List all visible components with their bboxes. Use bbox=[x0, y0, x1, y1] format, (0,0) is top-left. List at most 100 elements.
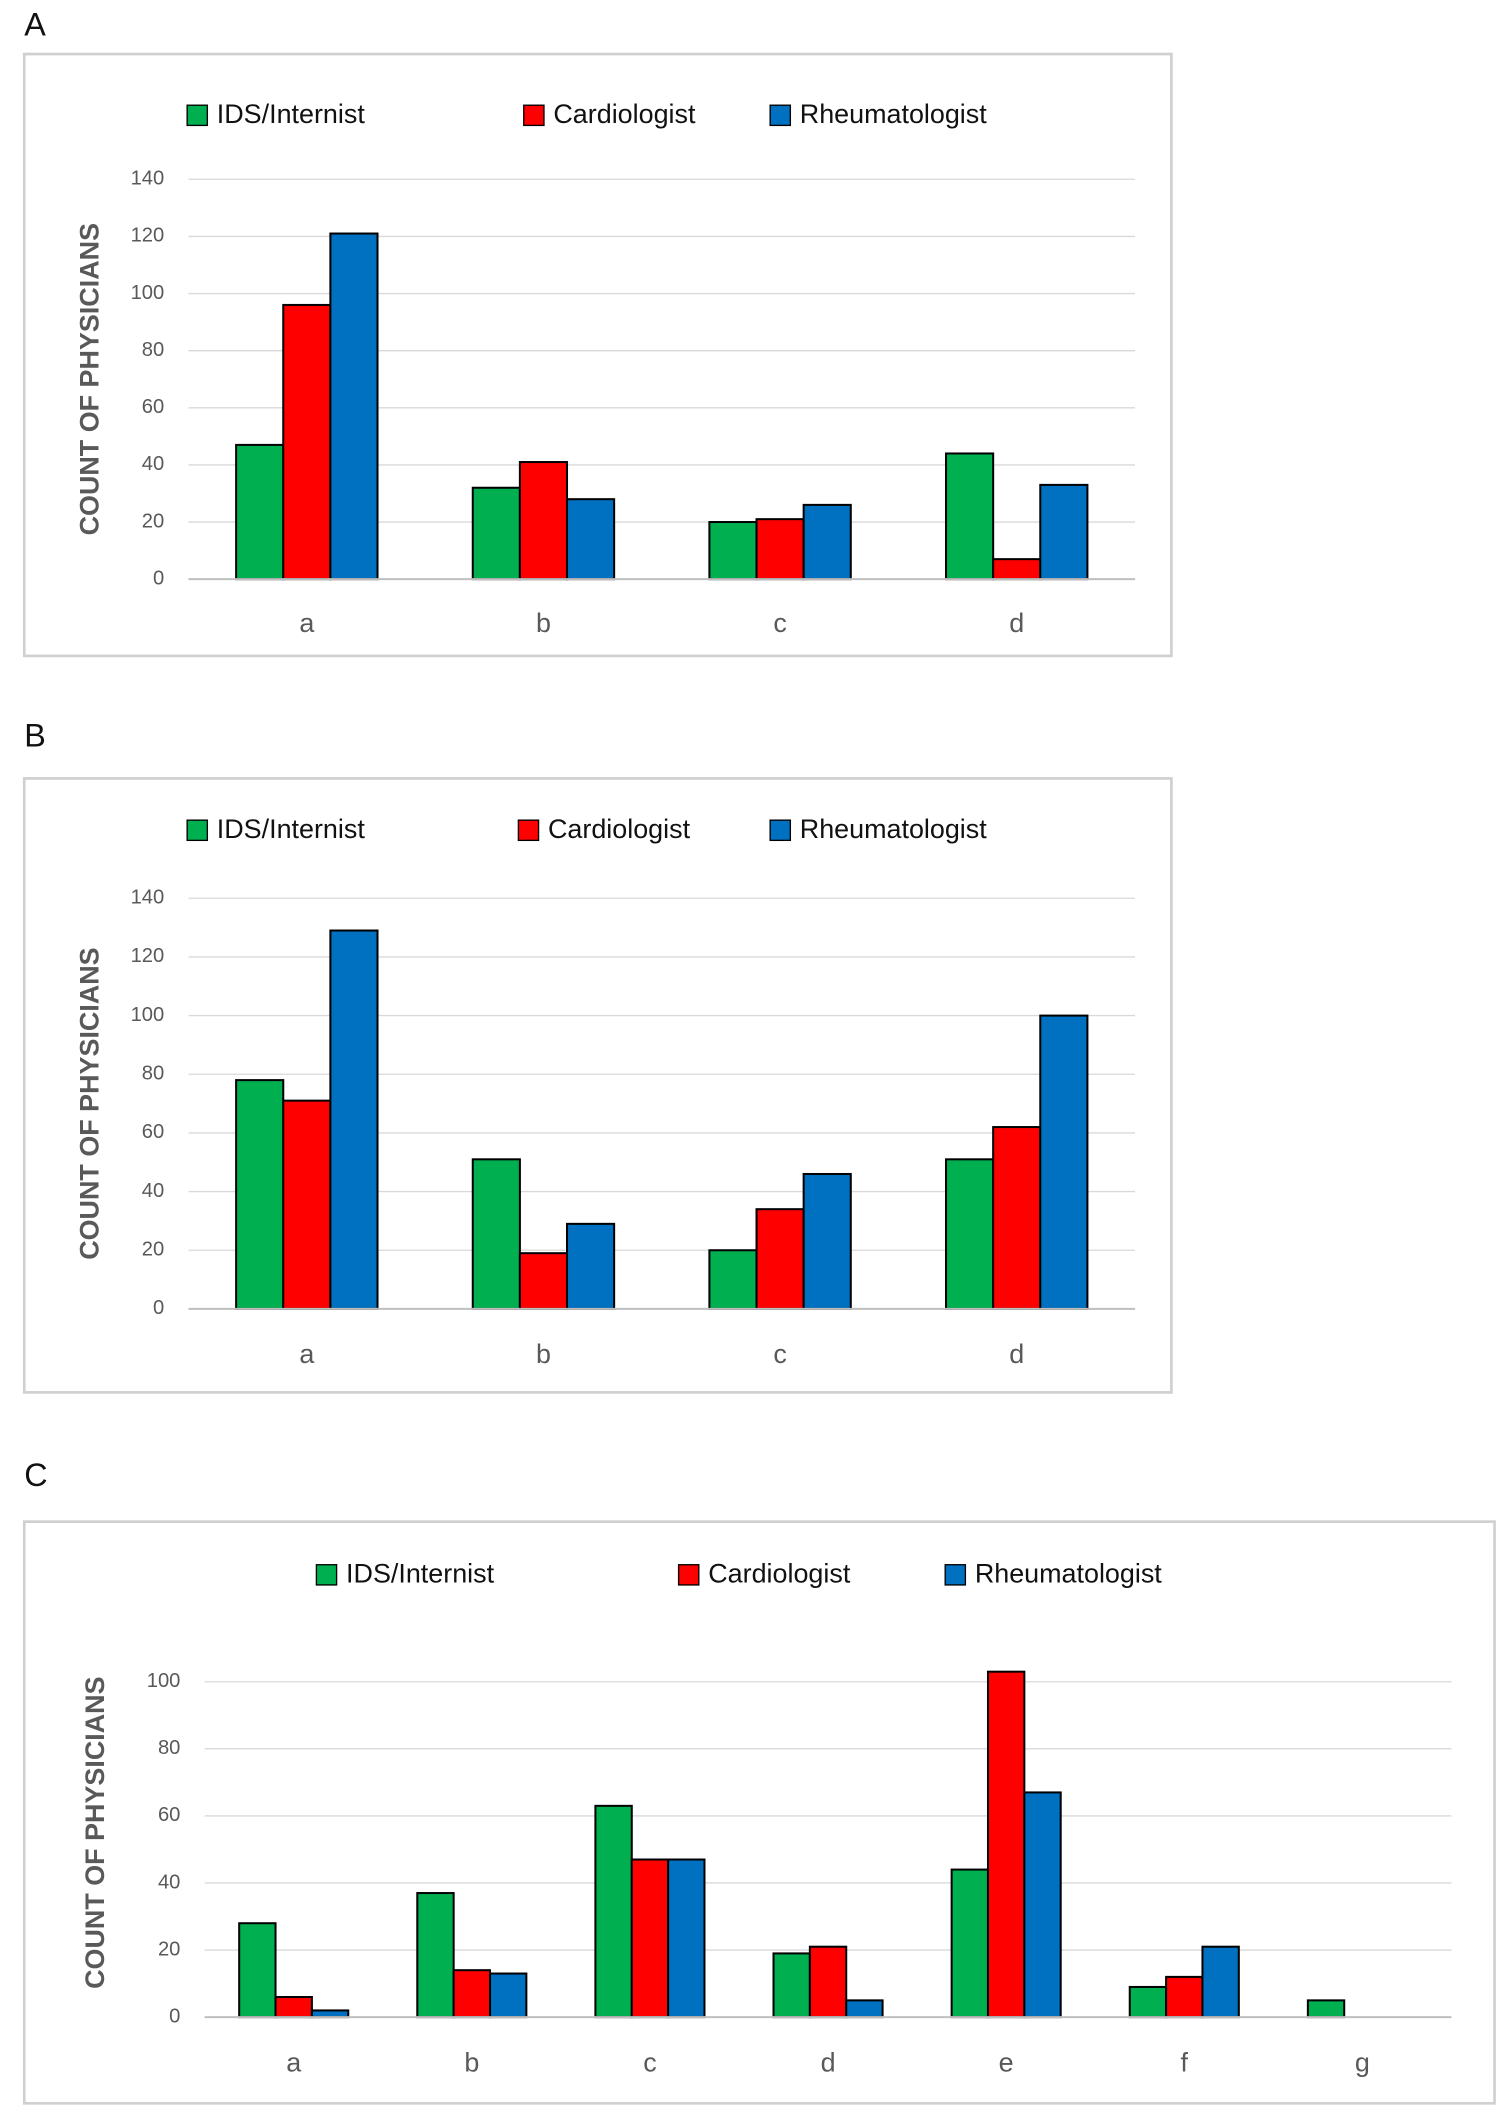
x-tick-label: a bbox=[299, 1339, 314, 1369]
x-tick-label: d bbox=[821, 2047, 836, 2077]
y-tick-label: 120 bbox=[131, 945, 165, 967]
legend-swatch bbox=[944, 1564, 967, 1586]
legend-swatch bbox=[523, 104, 545, 127]
x-tick-label: b bbox=[536, 608, 551, 638]
panel-label: A bbox=[24, 7, 46, 43]
x-tick-label: b bbox=[464, 2047, 479, 2077]
y-axis-title: COUNT OF PHYSICIANS bbox=[75, 223, 105, 535]
y-tick-label: 80 bbox=[158, 1737, 180, 1759]
legend-swatch bbox=[769, 819, 792, 842]
y-tick-label: 100 bbox=[147, 1670, 181, 1692]
legend-swatch bbox=[186, 104, 209, 127]
legend-swatch bbox=[769, 104, 792, 127]
bar bbox=[945, 1158, 995, 1310]
y-tick-label: 0 bbox=[153, 1297, 164, 1319]
bar bbox=[755, 1208, 805, 1310]
y-axis-title: COUNT OF PHYSICIANS bbox=[75, 947, 105, 1259]
bar bbox=[566, 498, 616, 581]
bar bbox=[992, 558, 1042, 581]
y-tick-label: 80 bbox=[142, 339, 164, 361]
bar bbox=[235, 1079, 285, 1310]
y-tick-label: 60 bbox=[142, 396, 164, 418]
y-tick-label: 20 bbox=[142, 1239, 164, 1261]
bar bbox=[755, 518, 805, 581]
legend-label: IDS/Internist bbox=[346, 1559, 495, 1589]
legend-label: IDS/Internist bbox=[217, 99, 366, 129]
bar bbox=[1128, 1985, 1168, 2019]
bar bbox=[282, 303, 332, 581]
y-tick-label: 0 bbox=[153, 567, 164, 589]
legend-label: Cardiologist bbox=[553, 99, 696, 129]
bar bbox=[518, 461, 569, 581]
bar bbox=[471, 486, 521, 581]
bar bbox=[992, 1126, 1042, 1310]
y-tick-label: 60 bbox=[142, 1121, 164, 1143]
bar bbox=[708, 1249, 758, 1310]
y-tick-label: 140 bbox=[131, 887, 165, 909]
x-tick-label: d bbox=[1009, 608, 1024, 638]
bar bbox=[986, 1670, 1026, 2019]
bar bbox=[808, 1945, 848, 2019]
bar bbox=[329, 929, 379, 1310]
bar bbox=[845, 1999, 884, 2019]
bar bbox=[488, 1972, 528, 2019]
bar bbox=[452, 1969, 492, 2019]
y-tick-label: 100 bbox=[131, 1004, 165, 1026]
bar bbox=[802, 503, 852, 581]
legend-label: Rheumatologist bbox=[975, 1559, 1162, 1589]
legend-swatch bbox=[517, 819, 540, 842]
panel-label: C bbox=[24, 1457, 47, 1493]
bar bbox=[1306, 1999, 1346, 2019]
y-tick-label: 120 bbox=[131, 225, 165, 247]
y-tick-label: 40 bbox=[142, 453, 164, 475]
legend-label: Rheumatologist bbox=[800, 99, 987, 129]
legend-swatch bbox=[677, 1564, 700, 1586]
bar bbox=[708, 521, 758, 581]
x-tick-label: f bbox=[1181, 2047, 1189, 2077]
legend-swatch bbox=[315, 1564, 338, 1586]
bar bbox=[282, 1099, 332, 1310]
y-tick-label: 20 bbox=[142, 510, 164, 532]
legend-swatch bbox=[186, 819, 209, 842]
bar bbox=[1039, 1014, 1089, 1310]
x-tick-label: c bbox=[643, 2047, 656, 2077]
bar bbox=[950, 1868, 989, 2019]
bar bbox=[566, 1222, 616, 1310]
x-tick-label: e bbox=[999, 2047, 1014, 2077]
y-axis-title: COUNT OF PHYSICIANS bbox=[80, 1676, 110, 1988]
y-tick-label: 0 bbox=[169, 2005, 180, 2027]
y-tick-label: 80 bbox=[142, 1063, 164, 1085]
y-tick-label: 60 bbox=[158, 1804, 180, 1826]
panel-label: B bbox=[24, 718, 46, 754]
bar bbox=[274, 1996, 313, 2019]
legend-label: Rheumatologist bbox=[800, 814, 987, 844]
bar bbox=[518, 1252, 569, 1310]
y-tick-label: 140 bbox=[131, 168, 165, 190]
bar bbox=[945, 452, 995, 581]
x-tick-label: a bbox=[299, 608, 314, 638]
bar bbox=[238, 1922, 277, 2019]
bar bbox=[802, 1172, 852, 1310]
y-tick-label: 100 bbox=[131, 282, 165, 304]
x-tick-label: b bbox=[536, 1339, 551, 1369]
bar bbox=[772, 1952, 811, 2019]
bar bbox=[594, 1804, 633, 2019]
bar bbox=[416, 1892, 455, 2019]
bar bbox=[630, 1858, 670, 2019]
y-tick-label: 40 bbox=[142, 1180, 164, 1202]
bar bbox=[1023, 1791, 1062, 2019]
x-tick-label: d bbox=[1009, 1339, 1024, 1369]
x-tick-label: a bbox=[286, 2047, 301, 2077]
legend-label: Cardiologist bbox=[548, 814, 691, 844]
bar bbox=[667, 1858, 706, 2019]
legend-label: IDS/Internist bbox=[217, 814, 366, 844]
bar bbox=[471, 1158, 521, 1310]
bar bbox=[329, 232, 379, 581]
bar bbox=[235, 443, 285, 581]
bar bbox=[1165, 1975, 1204, 2019]
x-tick-label: g bbox=[1355, 2047, 1370, 2077]
x-tick-label: c bbox=[773, 1339, 786, 1369]
y-tick-label: 40 bbox=[158, 1871, 180, 1893]
